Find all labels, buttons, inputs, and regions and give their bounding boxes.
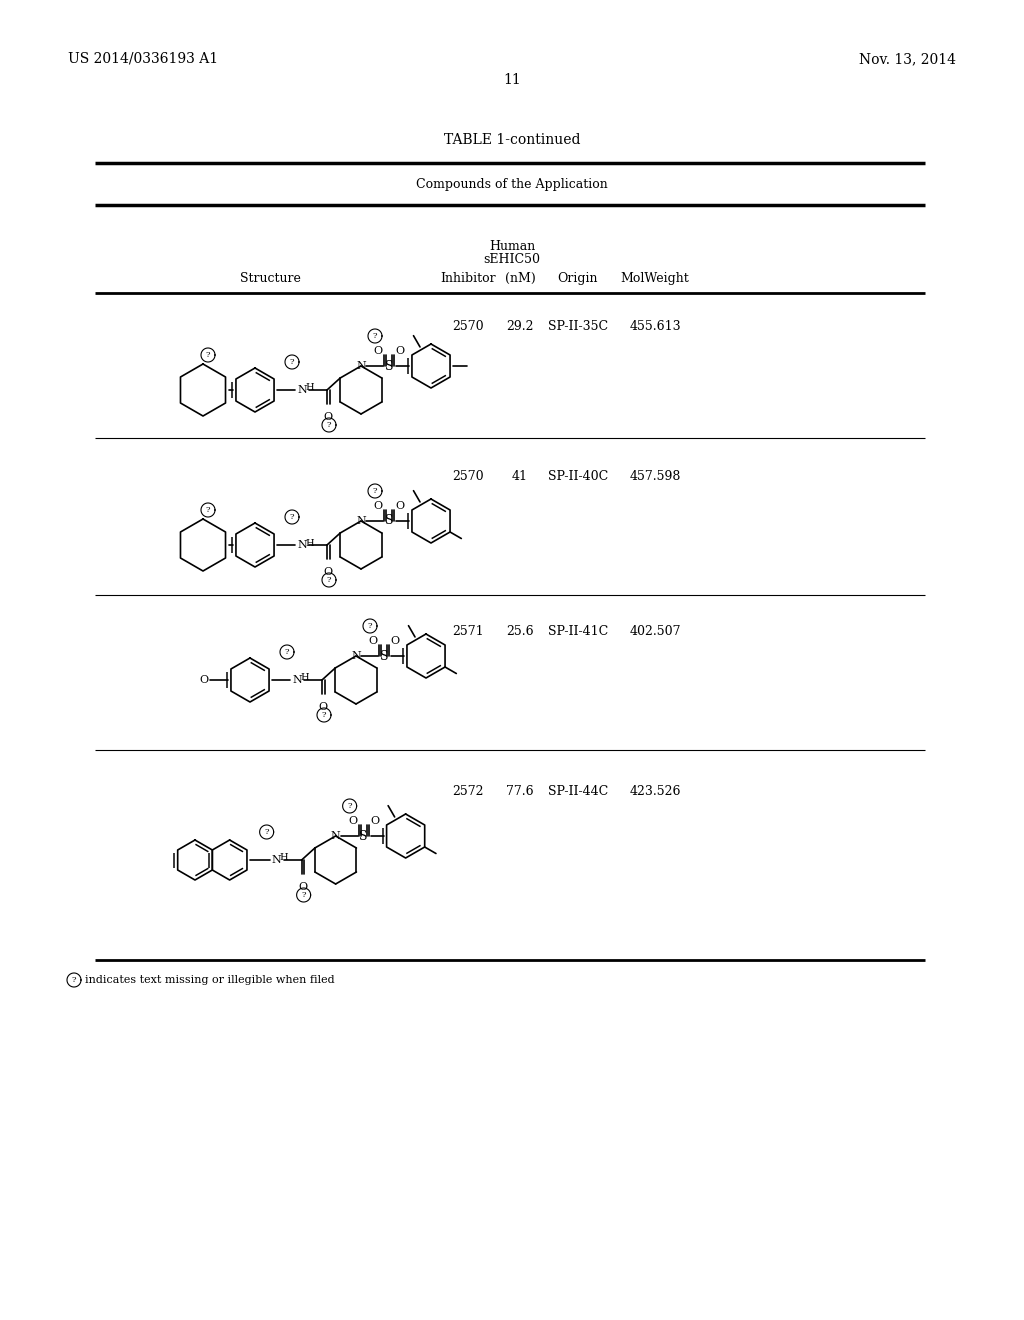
- Text: N: N: [297, 540, 307, 550]
- Text: O: O: [199, 675, 208, 685]
- Text: 2571: 2571: [453, 624, 483, 638]
- Text: O: O: [324, 412, 333, 422]
- Text: 11: 11: [503, 73, 521, 87]
- Text: S: S: [359, 829, 368, 842]
- Text: ?: ?: [327, 576, 331, 583]
- Text: O: O: [298, 882, 307, 892]
- Text: O: O: [318, 702, 328, 711]
- Text: ?: ?: [285, 648, 289, 656]
- Text: O: O: [370, 816, 379, 826]
- Text: S: S: [380, 649, 388, 663]
- Text: ?: ?: [72, 975, 76, 983]
- Text: N: N: [297, 385, 307, 395]
- Text: O: O: [395, 502, 404, 511]
- Text: 25.6: 25.6: [506, 624, 534, 638]
- Text: O: O: [369, 636, 378, 645]
- Text: 423.526: 423.526: [630, 785, 681, 799]
- Text: O: O: [395, 346, 404, 356]
- Text: N: N: [331, 832, 341, 841]
- Text: Nov. 13, 2014: Nov. 13, 2014: [859, 51, 956, 66]
- Text: 41: 41: [512, 470, 528, 483]
- Text: O: O: [348, 816, 357, 826]
- Text: O: O: [374, 502, 383, 511]
- Text: SP-II-40C: SP-II-40C: [548, 470, 608, 483]
- Text: Structure: Structure: [240, 272, 300, 285]
- Text: TABLE 1-continued: TABLE 1-continued: [443, 133, 581, 147]
- Text: 402.507: 402.507: [630, 624, 681, 638]
- Text: O: O: [374, 346, 383, 356]
- Text: ?: ?: [347, 803, 352, 810]
- Text: N: N: [292, 675, 302, 685]
- Text: ?: ?: [290, 513, 294, 521]
- Text: H: H: [300, 673, 308, 682]
- Text: ?: ?: [322, 711, 327, 719]
- Text: SP-II-35C: SP-II-35C: [548, 319, 608, 333]
- Text: Compounds of the Application: Compounds of the Application: [416, 178, 608, 191]
- Text: N: N: [356, 516, 366, 525]
- Text: ?: ?: [301, 891, 306, 899]
- Text: 2572: 2572: [453, 785, 483, 799]
- Text: ?: ?: [206, 351, 210, 359]
- Text: Inhibitor: Inhibitor: [440, 272, 496, 285]
- Text: MolWeight: MolWeight: [621, 272, 689, 285]
- Text: O: O: [390, 636, 399, 645]
- Text: 455.613: 455.613: [629, 319, 681, 333]
- Text: H: H: [280, 854, 289, 862]
- Text: Origin: Origin: [558, 272, 598, 285]
- Text: ?: ?: [368, 622, 373, 630]
- Text: S: S: [385, 359, 393, 372]
- Text: indicates text missing or illegible when filed: indicates text missing or illegible when…: [85, 975, 335, 985]
- Text: S: S: [385, 515, 393, 528]
- Text: 2570: 2570: [453, 470, 483, 483]
- Text: N: N: [271, 855, 282, 865]
- Text: SP-II-44C: SP-II-44C: [548, 785, 608, 799]
- Text: N: N: [351, 651, 360, 661]
- Text: 2570: 2570: [453, 319, 483, 333]
- Text: (nM): (nM): [505, 272, 536, 285]
- Text: Human: Human: [488, 240, 536, 253]
- Text: sEHIC50: sEHIC50: [483, 253, 541, 267]
- Text: ?: ?: [206, 506, 210, 513]
- Text: 457.598: 457.598: [630, 470, 681, 483]
- Text: H: H: [305, 384, 313, 392]
- Text: ?: ?: [373, 333, 377, 341]
- Text: ?: ?: [290, 358, 294, 366]
- Text: 77.6: 77.6: [506, 785, 534, 799]
- Text: O: O: [324, 568, 333, 577]
- Text: ?: ?: [264, 828, 269, 836]
- Text: ?: ?: [373, 487, 377, 495]
- Text: US 2014/0336193 A1: US 2014/0336193 A1: [68, 51, 218, 66]
- Text: H: H: [305, 539, 313, 548]
- Text: 29.2: 29.2: [506, 319, 534, 333]
- Text: SP-II-41C: SP-II-41C: [548, 624, 608, 638]
- Text: ?: ?: [327, 421, 331, 429]
- Text: N: N: [356, 360, 366, 371]
